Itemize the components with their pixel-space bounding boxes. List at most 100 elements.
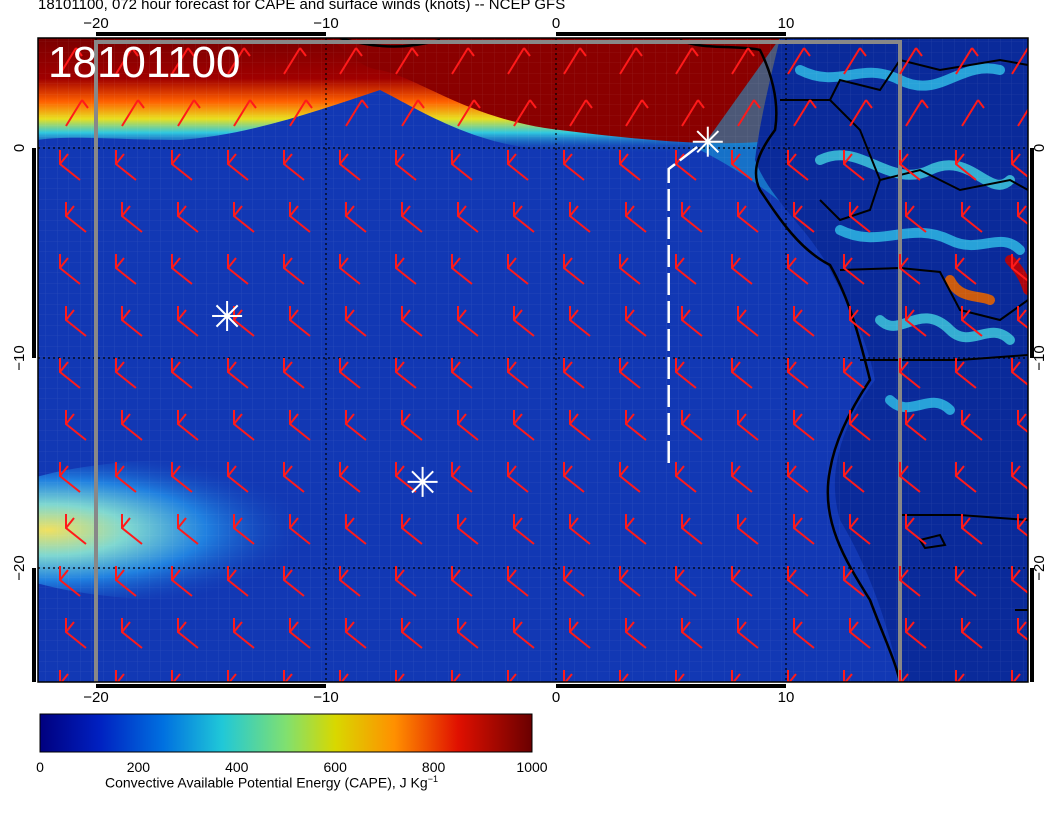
wind-barb-90 xyxy=(65,306,87,337)
wind-barb-91 xyxy=(121,306,143,337)
wind-barb-220 xyxy=(283,670,293,682)
wind-barb-105 xyxy=(905,306,927,337)
wind-barb-86 xyxy=(843,254,865,285)
wind-barb-186 xyxy=(395,566,417,597)
date-stamp: 18101100 xyxy=(48,38,241,87)
wind-barb-72 xyxy=(59,254,81,285)
wind-barb-161 xyxy=(1011,462,1028,491)
wind-barb-208 xyxy=(625,618,647,649)
markers-layer xyxy=(212,126,723,497)
wind-barb-188 xyxy=(507,566,529,597)
wind-barb-115 xyxy=(451,358,473,389)
colorbar-label-sup: −1 xyxy=(427,774,438,784)
wind-barb-211 xyxy=(793,618,815,649)
wind-barb-167 xyxy=(345,514,367,545)
wind-barb-231 xyxy=(899,670,909,682)
wind-barb-145 xyxy=(115,462,137,493)
wind-barb-58 xyxy=(289,202,311,233)
wind-barb-78 xyxy=(395,254,417,285)
wind-barb-116 xyxy=(507,358,529,389)
wind-barb-67 xyxy=(793,202,815,233)
wind-barb-66 xyxy=(737,202,759,233)
wind-barb-143 xyxy=(1017,410,1028,434)
wind-barb-215 xyxy=(1017,618,1028,642)
wind-barb-95 xyxy=(345,306,367,337)
wind-barb-39 xyxy=(227,150,249,181)
wind-barb-194 xyxy=(843,566,865,597)
wind-barb-120 xyxy=(731,358,753,389)
wind-barb-129 xyxy=(233,410,255,441)
wind-barb-50 xyxy=(843,150,865,181)
wind-barb-83 xyxy=(675,254,697,285)
wind-barb-44 xyxy=(507,150,529,181)
wind-barb-74 xyxy=(171,254,193,285)
wind-barb-104 xyxy=(849,306,871,337)
wind-barb-69 xyxy=(905,202,927,233)
wind-barb-32 xyxy=(849,99,873,127)
wind-barb-225 xyxy=(563,670,573,682)
colorbar-tick-4: 800 xyxy=(422,759,446,775)
wind-barb-108 xyxy=(59,358,81,389)
wind-barb-216 xyxy=(59,670,69,682)
wind-barb-131 xyxy=(345,410,367,441)
wind-barb-107 xyxy=(1017,306,1028,330)
wind-barb-17 xyxy=(1011,47,1028,75)
colorbar-tick-1: 200 xyxy=(127,759,151,775)
wind-barb-12 xyxy=(731,47,755,75)
wind-barb-230 xyxy=(843,670,853,682)
wind-barb-123 xyxy=(899,358,921,389)
wind-barb-160 xyxy=(955,462,977,493)
wind-barb-0 xyxy=(59,47,83,75)
marker-1 xyxy=(692,126,723,157)
wind-barb-182 xyxy=(171,566,193,597)
wind-barb-228 xyxy=(731,670,741,682)
wind-barbs xyxy=(59,47,1028,682)
lon-tick-bottom-1: −10 xyxy=(313,689,338,706)
wind-barb-18 xyxy=(65,99,89,127)
wind-barb-42 xyxy=(395,150,417,181)
wind-barb-190 xyxy=(619,566,641,597)
wind-barb-84 xyxy=(731,254,753,285)
wind-barb-227 xyxy=(675,670,685,682)
wind-barb-137 xyxy=(681,410,703,441)
colorbar-ticks: 0 200 400 600 800 1000 xyxy=(36,759,548,775)
wind-barb-97 xyxy=(457,306,479,337)
wind-barb-126 xyxy=(65,410,87,441)
wind-barb-155 xyxy=(675,462,697,493)
lon-ticks-top: −20 −10 0 10 xyxy=(83,15,794,32)
lon-tick-top-2: 0 xyxy=(552,15,560,32)
wind-barb-141 xyxy=(905,410,927,441)
forecast-track xyxy=(667,144,700,463)
wind-barb-43 xyxy=(451,150,473,181)
wind-barb-16 xyxy=(955,47,979,75)
marker-3 xyxy=(407,466,438,497)
wind-barb-152 xyxy=(507,462,529,493)
wind-barb-200 xyxy=(177,618,199,649)
lon-tick-bottom-3: 10 xyxy=(778,689,795,706)
wind-barb-210 xyxy=(737,618,759,649)
wind-barb-172 xyxy=(625,514,647,545)
wind-barb-219 xyxy=(227,670,237,682)
wind-barb-33 xyxy=(905,99,929,127)
wind-barb-213 xyxy=(905,618,927,649)
wind-barb-222 xyxy=(395,670,405,682)
wind-barb-193 xyxy=(787,566,809,597)
wind-barb-102 xyxy=(737,306,759,337)
wind-barb-82 xyxy=(619,254,641,285)
wind-barb-38 xyxy=(171,150,193,181)
map-title: 18101100, 072 hour forecast for CAPE and… xyxy=(38,0,566,13)
wind-barb-214 xyxy=(961,618,983,649)
wind-barb-178 xyxy=(961,514,983,545)
wind-barb-173 xyxy=(681,514,703,545)
wind-barb-163 xyxy=(121,514,143,545)
wind-barb-29 xyxy=(681,99,705,127)
wind-barb-76 xyxy=(283,254,305,285)
wind-barb-22 xyxy=(289,99,313,127)
wind-barb-144 xyxy=(59,462,81,493)
wind-barb-198 xyxy=(65,618,87,649)
wind-barb-94 xyxy=(289,306,311,337)
wind-barb-77 xyxy=(339,254,361,285)
wind-barb-169 xyxy=(457,514,479,545)
wind-barb-57 xyxy=(233,202,255,233)
